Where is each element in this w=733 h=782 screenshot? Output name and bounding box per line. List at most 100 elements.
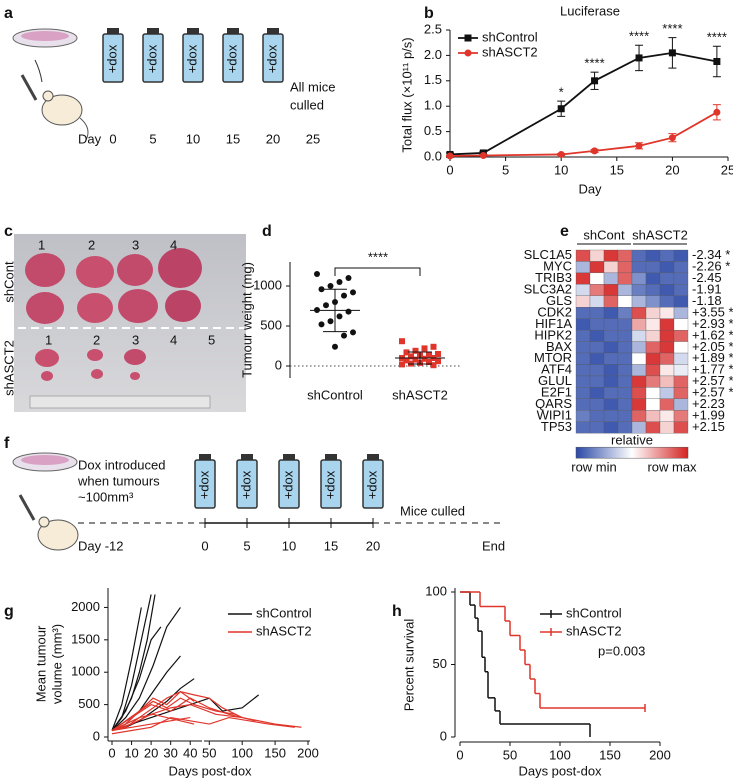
heatmap-cell [631,272,647,285]
heatmap-cell [631,375,647,388]
heatmap-cell [575,421,591,434]
y-tick-label: 2.5 [424,21,442,36]
heatmap-cell [589,352,605,365]
bottle-label: +dox [280,470,295,499]
chart-title: Luciferase [560,3,620,18]
marker [327,318,334,325]
timeline-tick: 10 [186,131,200,146]
marker [479,151,487,159]
heatmap-cell [673,284,689,296]
row-label: HIPK2 [534,327,572,342]
heatmap-cell [645,410,661,422]
mouse-ear [42,90,54,102]
bottle [262,33,284,83]
timeline-tick: 0 [109,131,116,146]
marker [430,343,437,350]
marker [426,359,432,365]
colorbar-max-label: row max [647,460,697,475]
marker [591,147,599,155]
marker [350,289,356,296]
heatmap-cell [617,249,633,262]
heatmap-cell [645,272,661,285]
photo-c [14,234,246,412]
bottle-cap [147,28,159,34]
heatmap-cell [575,341,591,354]
colorbar [575,446,689,459]
heatmap-cell [631,249,647,262]
tumour [117,254,153,286]
row-label: GLUL [538,373,572,388]
panel-label: a [4,5,13,22]
heatmap-cell [589,341,605,354]
heatmap-cell [645,318,661,331]
timeline-tick: 20 [366,538,380,553]
marker [345,308,352,315]
marker [421,345,428,352]
heatmap-cell [575,410,591,422]
row-annotation: +2.57 * [692,373,733,388]
row-label: SLC1A5 [524,247,572,262]
tumour [124,349,146,365]
bottle-cap [241,454,253,460]
tumour [91,369,103,379]
heatmap-cell [617,398,633,411]
heatmap-cell [631,329,647,342]
x-tick-label: 40 [183,745,197,760]
heatmap-cell [645,329,661,342]
tumour-line [111,716,295,735]
tumour-line [111,713,195,732]
x-tick-label: 10 [554,162,568,177]
x-tick-label: 200 [649,747,671,762]
x-tick-label: 0 [446,162,453,177]
x-tick-label: 10 [124,745,138,760]
marker [635,142,643,150]
heatmap-cell [603,410,619,422]
marker [399,338,405,345]
y-tick-label: 0.5 [424,123,442,138]
marker [446,152,454,160]
y-tick-label: 50 [433,656,447,671]
heatmap-cell [645,295,661,308]
heatmap-cell [589,421,605,434]
heatmap-cell [645,387,661,399]
heatmap-cell [645,421,661,434]
bottle-label: +dox [238,470,253,499]
heatmap-cell [575,318,591,331]
heatmap-cell [617,307,633,319]
marker [635,54,643,62]
marker [435,358,441,365]
heatmap-cell [659,329,675,342]
heatmap-cell [673,375,689,388]
heatmap-cell [673,318,689,331]
bottle-label: +dox [264,44,279,73]
heatmap-cell [589,249,605,262]
heatmap-cell [659,284,675,296]
y-tick-label: 1500 [71,631,100,646]
marker [412,356,419,363]
marker [557,150,565,158]
heatmap-cell [673,261,689,274]
x-tick-label: 50 [503,747,517,762]
x-tick-label: shControl [307,387,363,402]
heatmap-cell [659,352,675,365]
heatmap-cell [617,295,633,308]
heatmap-cell [645,375,661,388]
bottle-label: +dox [184,44,199,73]
heatmap-cell [589,318,605,331]
bottle-label: +dox [144,44,159,73]
syringe [20,74,38,101]
significance-bracket [334,267,421,276]
heatmap-cell [659,375,675,388]
x-tick-label: 20 [144,745,158,760]
marker [464,49,472,57]
row-label: BAX [546,339,572,354]
heatmap-cell [631,387,647,399]
heatmap-cell [617,272,633,285]
significance: **** [584,56,604,71]
tumour-number: 5 [208,332,215,347]
heatmap-cell [673,352,689,365]
heatmap-cell [575,352,591,365]
x-tick-label: 150 [264,745,286,760]
tumour [25,253,65,287]
heatmap-cell [617,410,633,422]
